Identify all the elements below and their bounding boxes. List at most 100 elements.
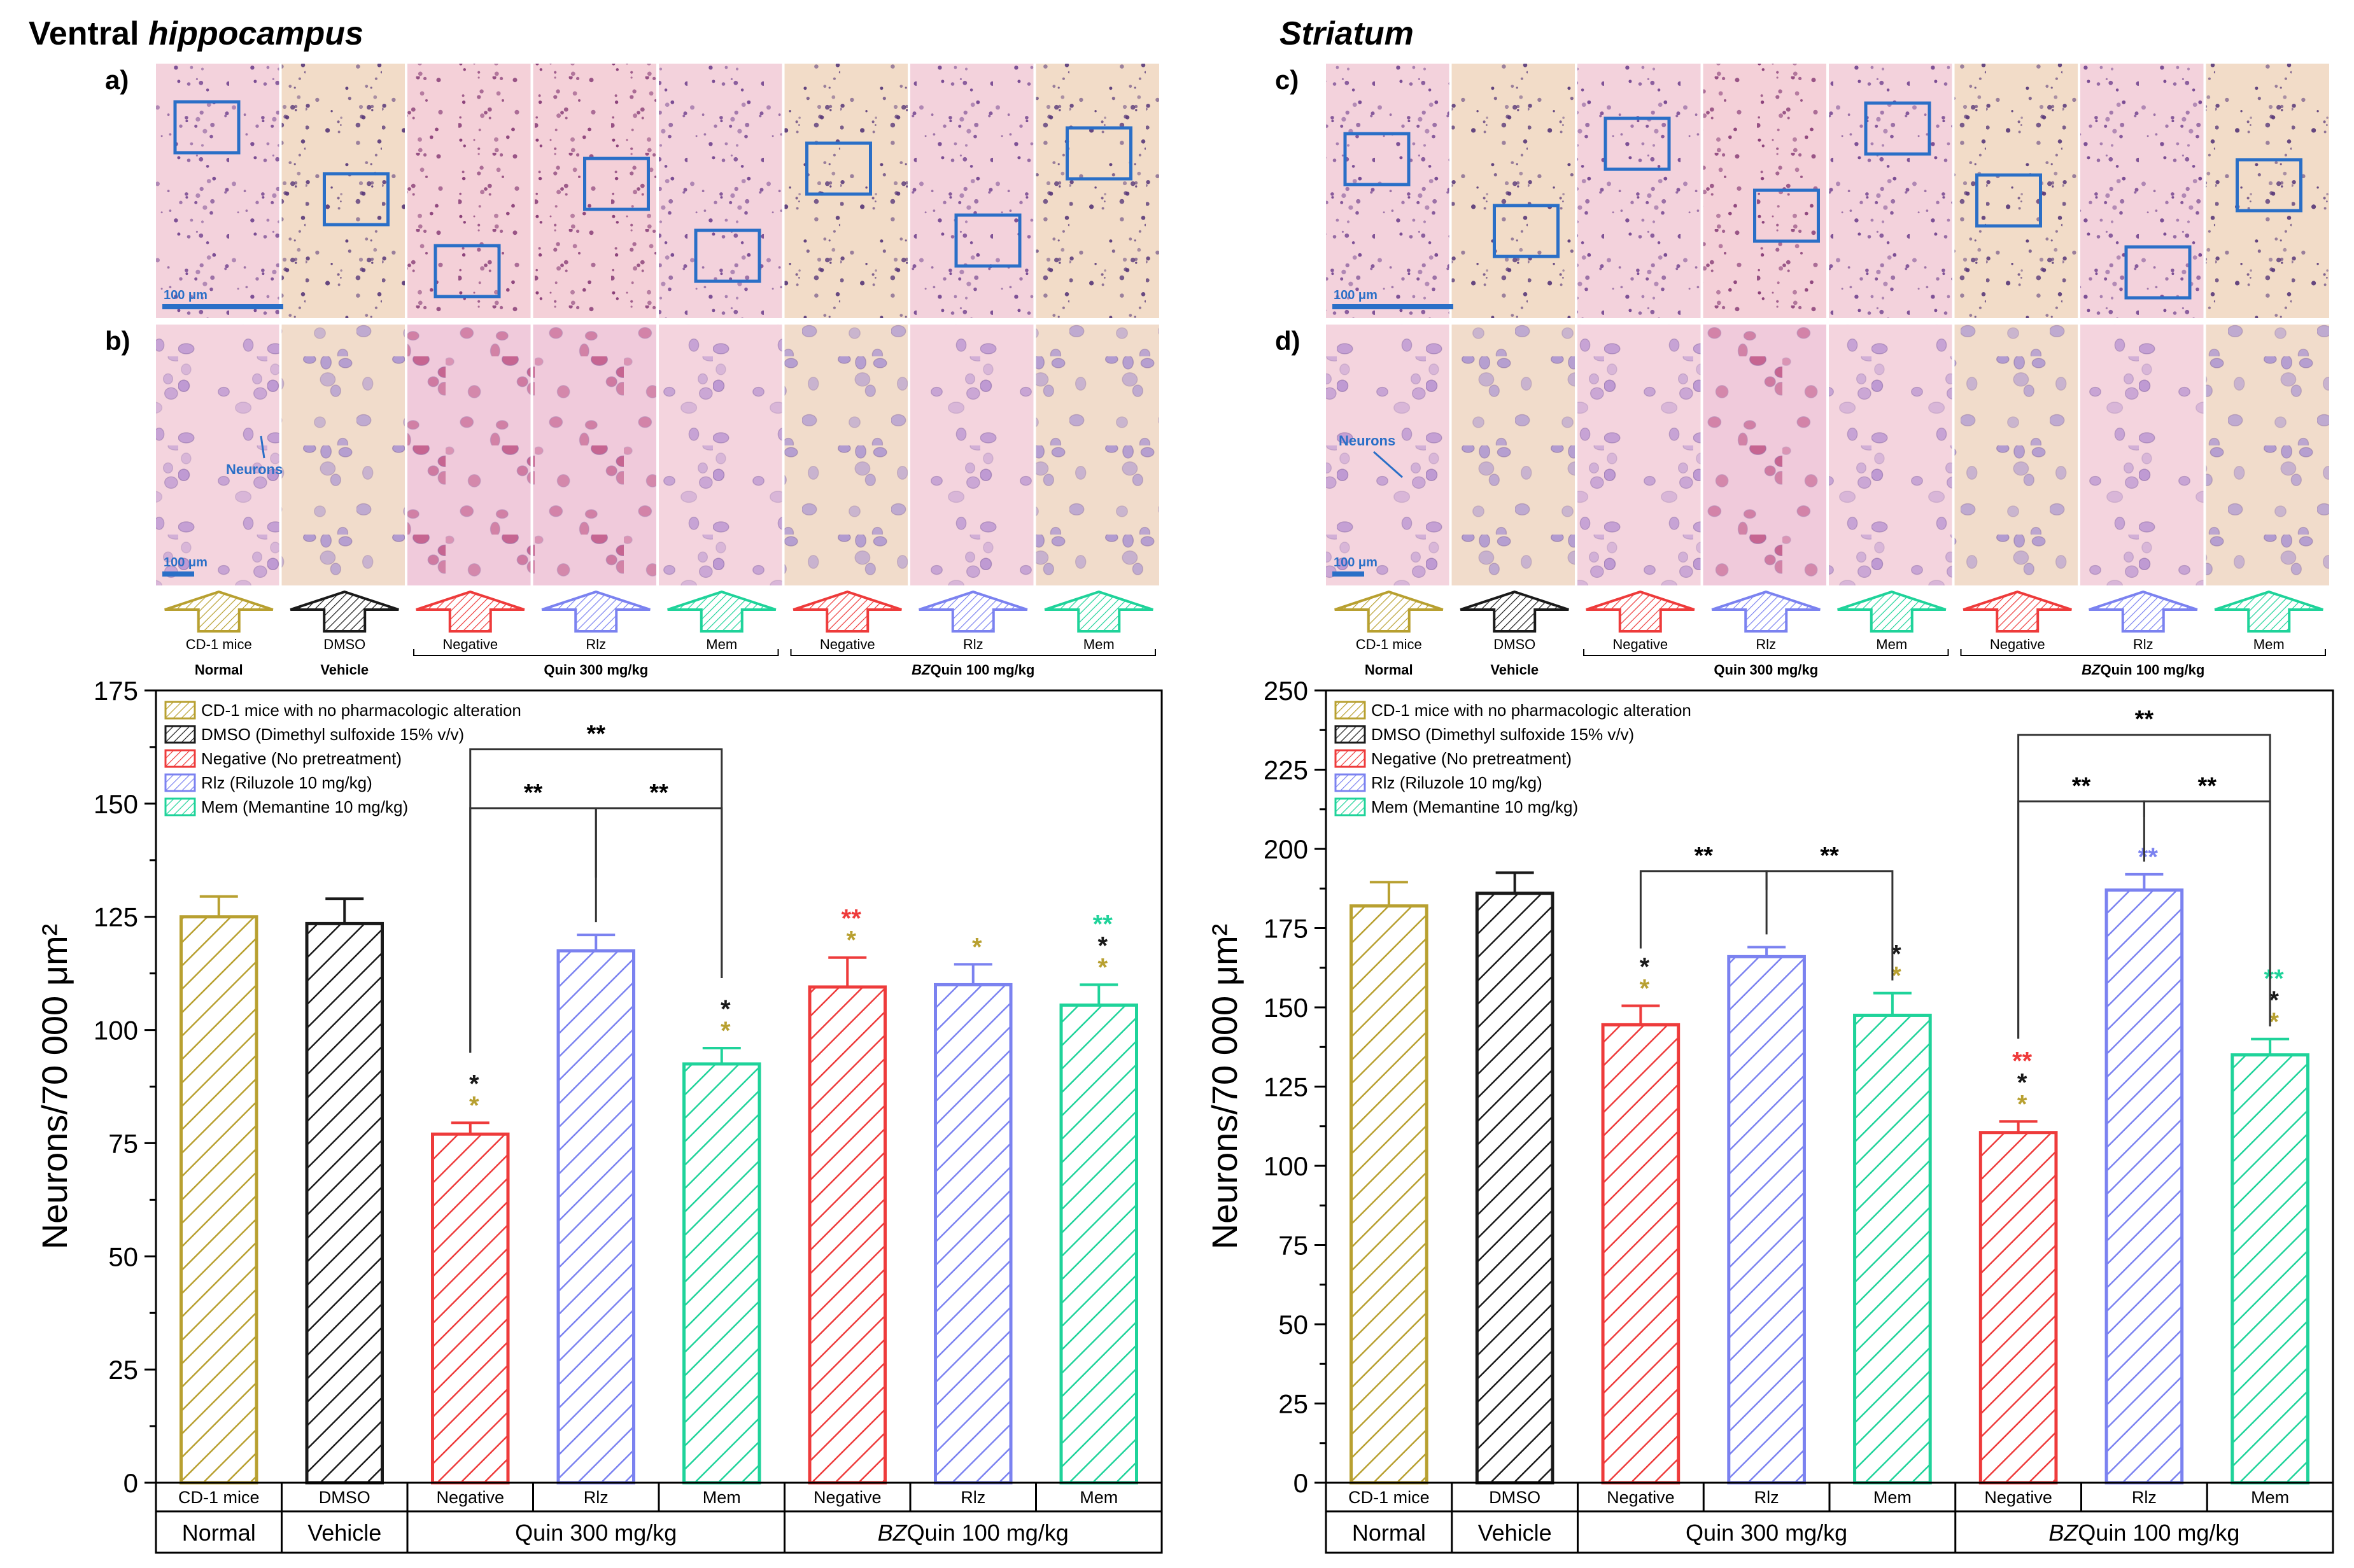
- arrow-group-vehicle: Vehicle: [320, 662, 369, 678]
- significance-marker: *: [1640, 953, 1650, 981]
- group-arrow-label: Rlz: [586, 636, 606, 652]
- brace-label: Quin 300 mg/kg: [544, 662, 648, 678]
- group-arrow-label: Negative: [1990, 636, 2045, 652]
- group-arrow-label: CD-1 mice: [1356, 636, 1422, 652]
- group-arrow-label: Mem: [706, 636, 737, 652]
- group-arrow: Negative: [793, 590, 902, 652]
- y-tick-label: 100: [1264, 1151, 1308, 1181]
- significance-marker: *: [972, 933, 982, 961]
- bar: [2104, 888, 2184, 1485]
- micrograph-tile: [1451, 64, 1575, 318]
- micrograph-tile: [1954, 64, 2078, 318]
- brace-label: Quin 300 mg/kg: [1714, 662, 1818, 678]
- comparison-marker: **: [586, 720, 605, 747]
- micrograph-tile: [784, 64, 908, 318]
- y-tick-label: 125: [94, 902, 138, 932]
- panel-title-plain: Ventral: [29, 15, 148, 52]
- legend-label: Rlz (Riluzole 10 mg/kg): [201, 773, 372, 792]
- significance-marker: **: [2138, 843, 2159, 871]
- group-arrow-label: DMSO: [1493, 636, 1535, 652]
- panel-title: Striatum: [1279, 15, 1414, 52]
- y-tick-label: 175: [1264, 914, 1308, 944]
- y-tick-label: 175: [94, 676, 138, 706]
- brace-label: BZQuin 100 mg/kg: [2082, 662, 2204, 678]
- x-category-label: Negative: [436, 1488, 504, 1507]
- significance-marker: *: [2269, 1008, 2279, 1036]
- comparison-marker: **: [2135, 706, 2154, 733]
- x-group-label-italic: BZ: [2048, 1520, 2078, 1546]
- group-arrow-shape: [667, 590, 777, 633]
- group-arrow-shape: [1460, 590, 1569, 633]
- y-tick-label: 225: [1264, 755, 1308, 785]
- x-group-label: BZQuin 100 mg/kg: [2048, 1520, 2239, 1546]
- group-arrow-shape: [1711, 590, 1821, 633]
- group-arrow-label: Mem: [1876, 636, 1907, 652]
- micrograph-tile: [533, 64, 656, 318]
- significance-marker: **: [842, 905, 862, 933]
- comparison-bracket: [469, 748, 723, 1053]
- group-arrow: DMSO: [1460, 590, 1569, 652]
- roi-box: [173, 100, 241, 155]
- group-arrow-shape: [541, 590, 651, 633]
- group-arrow-label: Negative: [820, 636, 875, 652]
- y-tick-label: 125: [1264, 1072, 1308, 1102]
- x-group-label-italic: BZ: [878, 1520, 908, 1546]
- micrograph-tile: [156, 325, 279, 585]
- scale-bar: [162, 304, 283, 309]
- x-group-label: Vehicle: [307, 1520, 381, 1546]
- panel-ventral-hippocampus: Ventral hippocampus a) 100 μm b) 100 μm Neuro…: [29, 15, 1163, 1554]
- neurons-arrow: [260, 435, 265, 459]
- roi-box: [805, 141, 872, 196]
- x-category-label: Rlz: [1754, 1488, 1779, 1507]
- group-arrow: Rlz: [2089, 590, 2198, 652]
- panel-letter: b): [105, 326, 130, 356]
- y-tick-label: 50: [108, 1242, 138, 1271]
- group-arrow: Rlz: [541, 590, 651, 652]
- scale-bar: [1332, 304, 1453, 309]
- group-arrow-label: Negative: [442, 636, 498, 652]
- micrograph-tile: [1036, 325, 1159, 585]
- group-arrow: CD-1 mice: [1334, 590, 1444, 652]
- x-group-label: Normal: [182, 1520, 256, 1546]
- significance-marker: *: [1097, 953, 1108, 981]
- group-arrow: Negative: [416, 590, 525, 652]
- x-category-label: Rlz: [2132, 1488, 2157, 1507]
- micrograph-tile: [1703, 325, 1826, 585]
- arrow-group-vehicle: Vehicle: [1490, 662, 1539, 678]
- roi-box: [954, 213, 1022, 268]
- micrograph-tile: [2080, 64, 2204, 318]
- micrograph-tile: [1451, 325, 1575, 585]
- panel-letter: d): [1275, 326, 1300, 356]
- micrograph-tile: [1577, 325, 1701, 585]
- group-arrow-label: Mem: [1083, 636, 1115, 652]
- x-category-label: Rlz: [584, 1488, 609, 1507]
- micrograph-tile: [784, 325, 908, 585]
- significance-marker: *: [1097, 932, 1108, 960]
- scale-bar-label: 100 μm: [164, 556, 208, 570]
- significance-marker: *: [1891, 941, 1901, 969]
- brace-label-rest: Quin 100 mg/kg: [931, 662, 1035, 678]
- x-category-label: DMSO: [319, 1488, 370, 1507]
- significance-marker: **: [1093, 910, 1113, 938]
- comparison-marker: **: [1820, 843, 1839, 869]
- panel-striatum: Striatum c) 100 μm d) 100 μm Neurons CD-1 mice…: [1204, 15, 2334, 1554]
- roi-box: [1066, 126, 1132, 181]
- bar: [808, 985, 887, 1485]
- brace-line: [1583, 649, 1949, 656]
- significance-marker: *: [721, 995, 731, 1023]
- scale-bar: [162, 571, 194, 577]
- group-arrow: Mem: [667, 590, 777, 652]
- group-arrow-shape: [919, 590, 1028, 633]
- neurons-annotation: Neurons: [226, 461, 283, 477]
- y-tick-label: 75: [108, 1128, 138, 1158]
- bar: [1853, 1013, 1932, 1485]
- group-arrow-shape: [793, 590, 902, 633]
- group-arrow-shape: [2214, 590, 2323, 633]
- significance-marker: *: [1891, 962, 1901, 990]
- x-group-label: Normal: [1352, 1520, 1426, 1546]
- bar: [1350, 904, 1428, 1485]
- group-arrow: Mem: [1837, 590, 1947, 652]
- roi-box: [2124, 245, 2192, 300]
- y-tick-label: 150: [1264, 993, 1308, 1023]
